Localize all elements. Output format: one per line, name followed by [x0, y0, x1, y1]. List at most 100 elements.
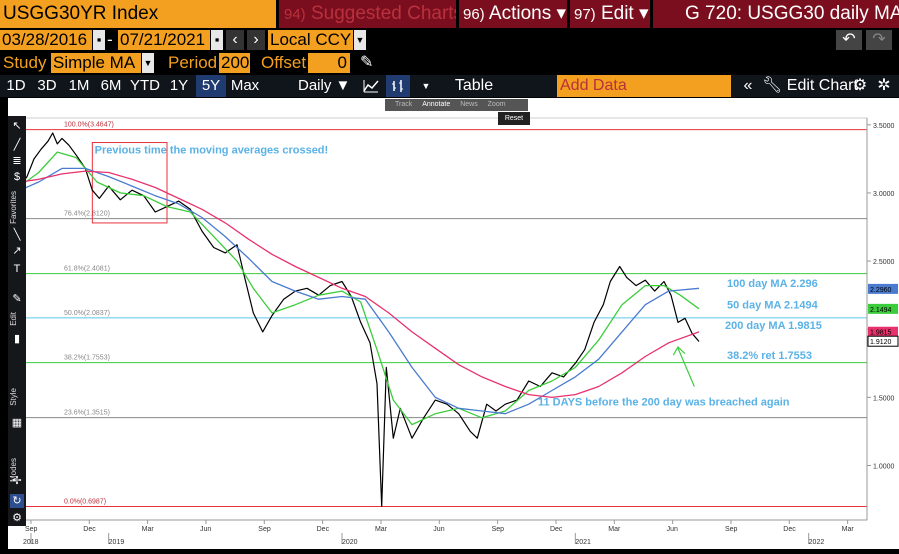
table-button[interactable]: Table: [443, 75, 505, 97]
chart-type-chevron-down-icon[interactable]: ▼: [421, 81, 431, 91]
y-tick-label-1: 3.0000: [873, 191, 895, 198]
reload-icon[interactable]: ↻: [10, 494, 24, 508]
annotation-ret382: 38.2% ret 1.7553: [727, 350, 812, 362]
x-tick-label-9: Dec: [550, 526, 563, 533]
price-tag-label-3: 1.9120: [870, 339, 892, 346]
period-button-1d[interactable]: 1D: [6, 77, 26, 94]
end-date-field[interactable]: 07/21/2021: [118, 30, 210, 50]
prev-range-button[interactable]: ‹: [226, 30, 244, 50]
x-tick-label-3: Jun: [200, 526, 211, 533]
period-button-ytd[interactable]: YTD: [130, 77, 160, 94]
pencil-icon[interactable]: ✎: [360, 54, 374, 71]
price-tag-1: [868, 303, 898, 314]
settings-gear-icon[interactable]: ⚙: [852, 77, 868, 94]
news-button[interactable]: News: [460, 101, 478, 108]
price-tag-0: [868, 283, 898, 294]
text-tool-icon[interactable]: T: [13, 263, 21, 275]
price-tag-label-0: 2.2960: [870, 287, 892, 294]
series-line-50-day-ma: [19, 151, 700, 426]
period-label: Period: [168, 53, 218, 72]
cross-icon[interactable]: ✢: [12, 475, 22, 487]
period-button-3d[interactable]: 3D: [37, 77, 57, 94]
trash-icon[interactable]: ▮: [13, 333, 21, 345]
offset-label: Offset: [261, 53, 307, 72]
actions-label: Actions ▾: [488, 3, 567, 24]
redo-icon[interactable]: ↷: [866, 30, 892, 50]
x-tick-label-2: Mar: [142, 526, 155, 533]
period-button-max[interactable]: Max: [230, 77, 260, 94]
gear-icon[interactable]: ⚙: [12, 512, 22, 524]
fib-label-5: 23.6%(1.3515): [64, 410, 110, 417]
ticker-field[interactable]: USGG30YR Index: [0, 0, 276, 28]
annotate-button[interactable]: Annotate: [422, 101, 451, 108]
date-separator: -: [107, 30, 113, 49]
actions-menu-button[interactable]: 96) Actions ▾: [459, 0, 567, 28]
line-tool-icon[interactable]: ╲: [13, 229, 21, 241]
currency-chevron-down-icon[interactable]: ▼: [354, 30, 366, 50]
chart-panel[interactable]: 100.0%(3.4647) 76.4%(2.8120) 61.8%(2.4081)…: [8, 98, 899, 549]
dollar-icon[interactable]: $: [13, 171, 21, 183]
start-date-field[interactable]: 03/28/2016: [0, 30, 92, 50]
edit-chart-label: Edit Chart: [786, 77, 858, 94]
undo-icon[interactable]: ↶: [836, 30, 862, 50]
zoom-button[interactable]: Zoom: [487, 101, 506, 108]
edit-num: 97): [574, 6, 596, 23]
x-tick-label-7: Jun: [433, 526, 444, 533]
period-button-6m[interactable]: 6M: [100, 77, 122, 94]
line-chart-icon[interactable]: [359, 75, 383, 97]
x-tick-label-12: Sep: [725, 526, 738, 533]
currency-dropdown[interactable]: Local CCY: [268, 30, 353, 50]
study-chevron-down-icon[interactable]: ▼: [142, 53, 154, 73]
suggested-charts-button[interactable]: 94) Suggested Charts: [279, 0, 456, 28]
edit-menu-button[interactable]: 97) Edit ▾: [570, 0, 650, 28]
edit-chart-wrench-icon: 🔧︎: [762, 77, 783, 94]
offset-input[interactable]: 0: [308, 53, 350, 73]
x-tick-label-13: Dec: [783, 526, 796, 533]
reset-button[interactable]: Reset: [498, 112, 530, 125]
year-label-3: 2021: [575, 539, 591, 546]
fib-label-2: 61.8%(2.4081): [64, 266, 110, 273]
year-label-4: 2022: [809, 539, 825, 546]
frequency-dropdown[interactable]: Daily ▼: [292, 75, 354, 97]
collapse-double-chevron-icon[interactable]: «: [743, 77, 753, 94]
period-button-1m[interactable]: 1M: [68, 77, 90, 94]
start-calendar-icon[interactable]: ▪: [93, 30, 105, 50]
x-tick-label-10: Mar: [608, 526, 621, 533]
period-button-5y[interactable]: 5Y: [196, 75, 226, 97]
x-tick-label-4: Sep: [258, 526, 271, 533]
pen-icon[interactable]: ✎: [12, 293, 22, 305]
offset-value: 0: [337, 53, 347, 72]
fib-label-1: 76.4%(2.8120): [64, 211, 110, 218]
period-button-1y[interactable]: 1Y: [169, 77, 189, 94]
cursor-icon[interactable]: ↖: [12, 120, 22, 132]
end-calendar-icon[interactable]: ▪: [211, 30, 223, 50]
grid-icon[interactable]: ▦: [11, 417, 23, 429]
chart-title: G 720: USGG30 daily MA: [653, 0, 899, 28]
crossover-box: [91, 142, 168, 224]
track-button[interactable]: Track: [395, 101, 413, 108]
bar-chart-icon[interactable]: [386, 75, 410, 97]
frequency-text: Daily ▼: [298, 77, 351, 94]
study-dropdown[interactable]: Simple MA: [51, 53, 141, 73]
ray-icon[interactable]: ↗: [12, 245, 22, 257]
edit-chart-button[interactable]: 🔧︎ Edit Chart: [762, 75, 858, 97]
y-tick-label-2: 2.5000: [873, 259, 895, 266]
trend-line-icon[interactable]: ╱: [13, 139, 21, 151]
fib-label-0: 100.0%(3.4647): [64, 122, 114, 129]
fib-label-4: 38.2%(1.7553): [64, 355, 110, 362]
y-tick-label-0: 3.5000: [873, 123, 895, 130]
drawing-sidebar: ↖ ╱ ≣ $ Favorites ╲ ↗ T ✎ Edit ▮ Style ▦…: [8, 116, 26, 526]
x-tick-label-1: Dec: [83, 526, 96, 533]
price-tag-3: [867, 335, 899, 347]
x-tick-label-0: Sep: [25, 526, 38, 533]
chart-svg: 100.0%(3.4647) 76.4%(2.8120) 61.8%(2.4081)…: [19, 117, 899, 546]
price-tag-2: [868, 326, 898, 337]
add-data-input[interactable]: Add Data: [557, 75, 731, 97]
fibonacci-icon[interactable]: ≣: [12, 155, 22, 167]
reset-label: Reset: [504, 115, 524, 122]
year-label-2: 2020: [342, 539, 358, 546]
settings-icon[interactable]: ✲: [877, 77, 891, 94]
year-label-1: 2019: [109, 539, 125, 546]
period-input[interactable]: 200: [219, 53, 250, 73]
next-range-button[interactable]: ›: [247, 30, 265, 50]
